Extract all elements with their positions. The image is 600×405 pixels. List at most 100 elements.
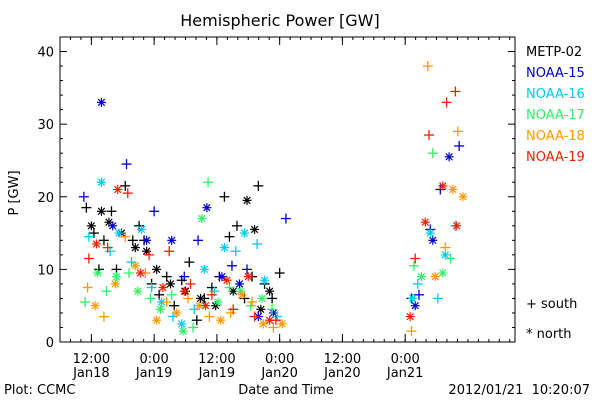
star-d2: [108, 222, 117, 230]
data-point-north: [410, 301, 420, 311]
star-d2: [97, 178, 106, 186]
data-point-north: [177, 319, 187, 329]
data-point-north: [91, 239, 101, 249]
star-d2: [265, 316, 274, 324]
data-point-north: [420, 217, 430, 227]
data-point-south: [98, 311, 109, 322]
legend-item: NOAA-16: [526, 87, 585, 102]
star-d2: [417, 272, 426, 281]
y-tick-label: 10: [37, 263, 54, 278]
star-d2: [240, 229, 249, 237]
data-point-south: [184, 257, 195, 268]
star-d2: [260, 276, 269, 284]
data-point-south: [161, 271, 172, 282]
x-tick-label-date: Jan19: [198, 366, 236, 381]
data-point-north: [256, 304, 266, 314]
star-d2: [152, 265, 161, 274]
data-point-south: [445, 253, 456, 264]
star-d2: [93, 269, 102, 277]
star-d2: [421, 218, 429, 226]
data-point-north: [258, 319, 268, 329]
data-point-north: [96, 177, 106, 187]
star-d2: [258, 294, 266, 303]
data-point-south: [166, 289, 177, 300]
data-point-north: [178, 326, 188, 336]
star-d2: [136, 269, 145, 277]
data-point-south: [274, 268, 285, 279]
data-point-north: [452, 221, 462, 231]
data-point-north: [265, 286, 275, 296]
data-point-north: [152, 264, 162, 274]
star-d2: [265, 287, 274, 295]
data-point-north: [108, 221, 118, 231]
star-d2: [439, 269, 447, 277]
legend: METP-02 NOAA-15 NOAA-16 NOAA-17 NOAA-18 NOAA-…: [526, 45, 585, 342]
star-d2: [218, 272, 226, 281]
x-tick-label-time: 12:00: [198, 352, 235, 367]
data-point-south: [82, 282, 93, 293]
star-d2: [105, 218, 113, 226]
star-d2: [411, 301, 419, 310]
data-point-north: [425, 228, 435, 238]
x-tick-label-date: Jan20: [323, 366, 361, 381]
data-point-south: [78, 191, 89, 202]
data-point-south: [406, 326, 417, 337]
data-point-south: [154, 289, 165, 300]
footer-plot-credit: Plot: CCMC: [4, 383, 75, 398]
x-tick-label-date: Jan21: [386, 366, 424, 381]
star-d2: [196, 294, 205, 303]
data-point-north: [240, 228, 250, 238]
legend-item: METP-02: [526, 45, 582, 60]
data-point-south: [224, 231, 235, 242]
data-point-north: [213, 297, 223, 307]
data-point-north: [93, 268, 103, 278]
data-point-south: [452, 126, 463, 137]
x-tick-label-time: 0:00: [265, 352, 294, 367]
data-point-north: [237, 290, 247, 300]
footer-timestamp: 2012/01/21 10:20:07: [448, 383, 590, 398]
x-tick-label-date: Jan19: [135, 366, 173, 381]
star-d2: [92, 240, 101, 248]
star-d2: [97, 98, 106, 107]
star-d2: [159, 283, 167, 292]
star-d2: [173, 309, 181, 317]
data-point-south: [179, 271, 190, 282]
data-point-north: [222, 275, 232, 285]
data-point-north: [257, 293, 267, 303]
data-point-north: [155, 304, 165, 314]
data-point-south: [280, 213, 291, 224]
star-d2: [452, 222, 461, 230]
data-point-south: [83, 253, 94, 264]
x-tick-label-time: 12:00: [73, 352, 110, 367]
star-d2: [229, 287, 237, 295]
star-d2: [235, 280, 244, 288]
star-d2: [459, 193, 467, 201]
data-point-north: [196, 293, 206, 303]
data-point-north: [265, 315, 275, 325]
data-point-south: [124, 268, 135, 279]
data-point-south: [183, 293, 194, 304]
data-point-south: [101, 286, 112, 297]
data-point-north: [277, 319, 287, 329]
data-point-north: [137, 224, 147, 234]
data-point-south: [193, 235, 204, 246]
data-point-north: [130, 243, 140, 253]
star-d2: [97, 207, 106, 216]
star-d2: [115, 229, 123, 237]
star-d2: [167, 236, 176, 245]
data-point-north: [197, 214, 207, 224]
star-d2: [157, 298, 166, 306]
data-point-north: [428, 235, 438, 245]
y-tick-label: 30: [37, 118, 54, 133]
data-point-south: [161, 297, 172, 308]
star-d2: [195, 301, 204, 310]
star-d2: [269, 309, 278, 317]
legend-item: NOAA-19: [526, 150, 585, 165]
data-point-north: [172, 308, 182, 318]
star-d2: [439, 182, 447, 190]
data-point-north: [448, 185, 458, 194]
star-d2: [91, 301, 99, 310]
data-point-south: [432, 293, 443, 304]
data-point-north: [438, 268, 448, 278]
data-point-north: [216, 315, 226, 325]
